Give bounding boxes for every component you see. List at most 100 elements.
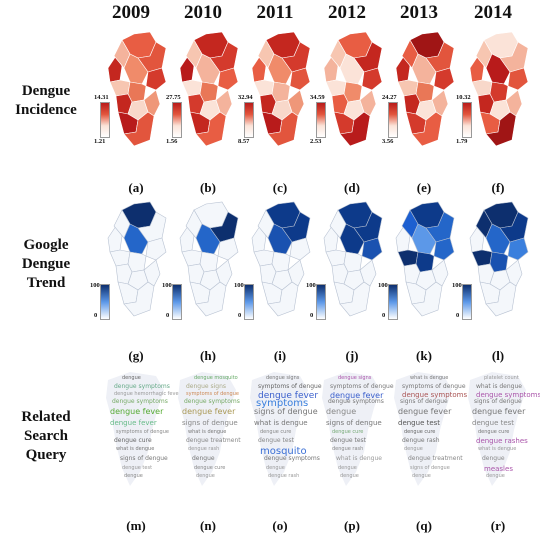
cloud-word: signs of dengue [254, 407, 318, 416]
district-5 [507, 237, 529, 261]
district-6 [181, 249, 203, 267]
district-5 [361, 67, 383, 91]
cloud-word: symptoms of dengue [258, 383, 322, 390]
colorbar-min: 3.56 [382, 138, 394, 145]
cloud-word: dengue rashes [476, 437, 528, 445]
district-0 [469, 225, 485, 253]
district-6 [397, 249, 419, 267]
cloud-word: what is dengue [254, 419, 308, 427]
district-6 [109, 249, 131, 267]
year-header-2014: 2014 [474, 2, 512, 23]
colorbar-min: 1.56 [166, 138, 178, 145]
query-cloud-2011: dengue signs symptoms of dengue dengue fev… [244, 368, 322, 490]
year-header-2011: 2011 [256, 2, 294, 23]
panel-graphic [251, 31, 311, 147]
colorbar-min: 0 [238, 312, 242, 319]
district-6 [325, 249, 347, 267]
incidence-map-2013: 24.27 3.56 [382, 28, 460, 150]
district-12 [123, 111, 155, 147]
cloud-word: dengue fever [398, 407, 452, 416]
row-label-2: Related Search Query [21, 409, 71, 463]
panel-label: (g) [128, 348, 144, 363]
cloud-word: dengue cure [332, 429, 364, 435]
panel-graphic [395, 31, 455, 147]
cloud-silhouette [178, 372, 236, 486]
cloud-word: dengue symptoms [402, 391, 468, 399]
cloud-word: dengue fever [110, 419, 157, 427]
panel-graphic [107, 31, 167, 147]
colorbar-min: 0 [310, 312, 314, 319]
panel-graphic [468, 372, 526, 486]
colorbar-max: 14.31 [94, 94, 109, 101]
cloud-word: symptoms of dengue [186, 391, 239, 397]
district-6 [325, 79, 347, 97]
colorbar-min: 0 [94, 312, 98, 319]
district-11 [505, 259, 523, 287]
cloud-word: what is dengue [410, 375, 449, 381]
district-5 [361, 237, 383, 261]
cloud-word: dengue test [398, 419, 441, 427]
panel-label: (j) [345, 348, 359, 363]
cloud-word: dengue [404, 446, 423, 452]
district-12 [195, 111, 227, 147]
district-5 [433, 237, 455, 261]
colorbar-max: 24.27 [382, 94, 397, 101]
cloud-silhouette [322, 372, 380, 486]
district-0 [469, 55, 485, 83]
cloud-word: dengue [338, 465, 357, 471]
panel-label: (o) [272, 518, 288, 533]
cloud-word: dengue fever [258, 391, 319, 401]
cloud-word: dengue rash [332, 446, 364, 452]
trend-colorbar [172, 284, 182, 320]
district-6 [471, 79, 493, 97]
district-12 [267, 111, 299, 147]
colorbar-max: 100 [90, 282, 100, 289]
cloud-word: what is dengue [188, 429, 227, 435]
incidence-colorbar [316, 102, 326, 138]
panel-label: (f) [491, 180, 505, 195]
panel-graphic [469, 31, 529, 147]
cloud-word: platelet count [484, 375, 519, 381]
district-5 [433, 67, 455, 91]
cloud-word: what is dengue [336, 455, 382, 462]
colorbar-max: 32.94 [238, 94, 253, 101]
query-cloud-2014: platelet count what is dengue dengue sympt… [462, 368, 540, 490]
panel-graphic [251, 201, 311, 317]
district-0 [179, 55, 195, 83]
district-12 [485, 111, 517, 147]
cloud-word: dengue rash [188, 446, 220, 452]
trend-map-2014: 100 0 [452, 198, 534, 320]
district-5 [145, 67, 167, 91]
year-header-2009: 2009 [112, 2, 150, 23]
cloud-word: dengue [124, 473, 143, 479]
colorbar-max: 100 [162, 282, 172, 289]
cloud-word: dengue cure [404, 429, 436, 435]
cloud-word: dengue symptoms [476, 391, 540, 399]
cloud-word: what is dengue [476, 383, 522, 390]
cloud-word: signs of dengue [474, 398, 522, 405]
district-0 [395, 225, 411, 253]
incidence-map-2014: 10.32 1.79 [456, 28, 534, 150]
cloud-silhouette [394, 372, 452, 486]
trend-map-2010: 100 0 [162, 198, 244, 320]
colorbar-min: 2.53 [310, 138, 322, 145]
cloud-word: dengue cure [114, 437, 152, 444]
panel-graphic [107, 201, 167, 317]
cloud-word: dengue rash [402, 437, 440, 444]
cloud-word: dengue test [472, 419, 515, 427]
cloud-word: dengue fever [472, 407, 526, 416]
trend-colorbar [316, 284, 326, 320]
cloud-word: what is dengue [478, 446, 517, 452]
district-5 [217, 67, 239, 91]
cloud-word: dengue cure [478, 429, 510, 435]
panel-graphic [106, 372, 164, 486]
panel-label: (h) [200, 348, 216, 363]
incidence-colorbar [244, 102, 254, 138]
district-11 [359, 89, 377, 117]
district-11 [431, 259, 449, 287]
colorbar-max: 27.75 [166, 94, 181, 101]
cloud-word: symptoms of dengue [116, 429, 169, 435]
cloud-word: dengue treatment [186, 437, 241, 444]
trend-colorbar [100, 284, 110, 320]
district-6 [109, 79, 131, 97]
